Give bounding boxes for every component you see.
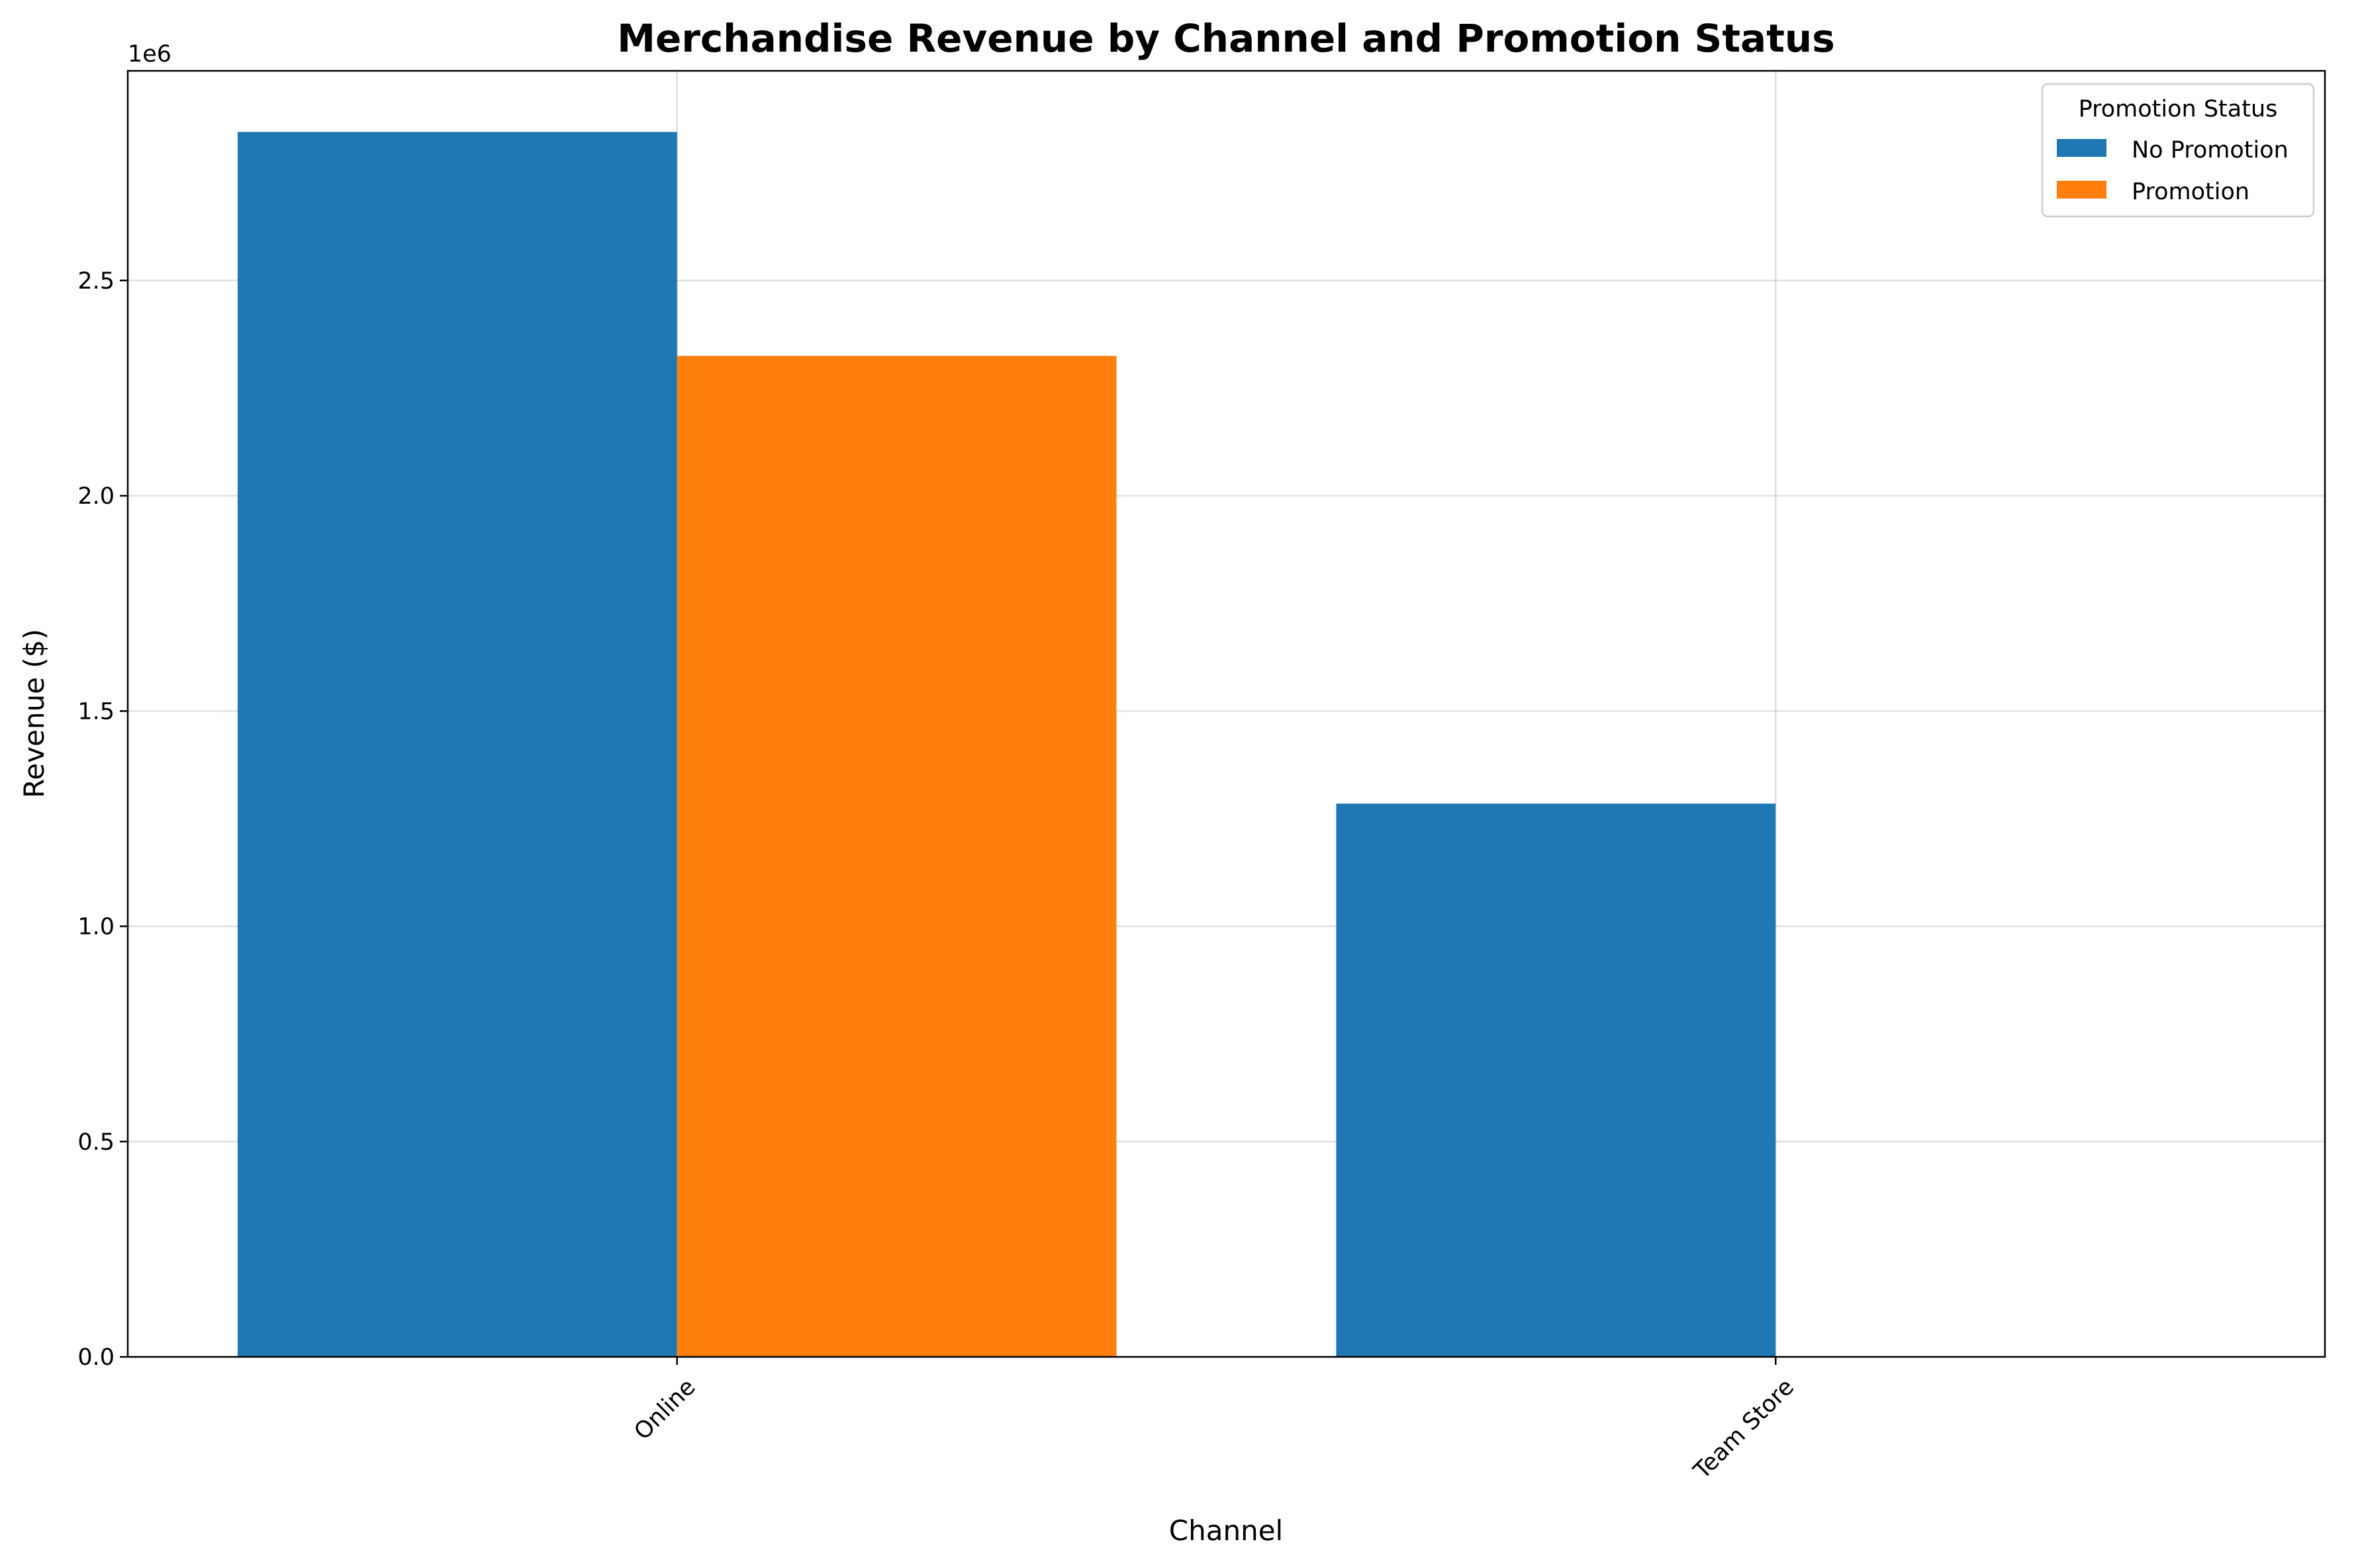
legend-frame: [2041, 83, 2315, 218]
legend-swatch-no-promotion: [2057, 139, 2106, 157]
y-axis: 0.0 0.5 1.0 1.5 2.0 2.5: [77, 268, 128, 1371]
bars: [237, 132, 1776, 1358]
plot-frame: [126, 69, 2326, 1358]
y-tick-label: 2.0: [77, 483, 115, 510]
y-tick-label: 1.0: [77, 914, 115, 941]
bar-no-promotion-online: [237, 132, 677, 1358]
legend-swatch-promotion: [2057, 181, 2106, 199]
y-axis-label: Revenue ($): [18, 629, 50, 798]
y-tick-label: 0.5: [77, 1129, 115, 1156]
y-tick-label: 1.5: [77, 698, 115, 725]
bar-no-promotion-team-store: [1336, 804, 1776, 1357]
offset-label: 1e6: [128, 41, 171, 68]
y-tick-label: 2.5: [77, 268, 115, 295]
legend-title: Promotion Status: [2079, 96, 2278, 122]
legend: Promotion Status No Promotion Promotion: [2041, 83, 2315, 218]
legend-label-promotion: Promotion: [2132, 179, 2249, 205]
x-axis-label: Channel: [1169, 1514, 1283, 1547]
chart-title: Merchandise Revenue by Channel and Promo…: [617, 16, 1834, 61]
y-tick-label: 0.0: [77, 1344, 115, 1371]
legend-label-no-promotion: No Promotion: [2132, 137, 2289, 163]
bar-promotion-online: [677, 355, 1117, 1357]
